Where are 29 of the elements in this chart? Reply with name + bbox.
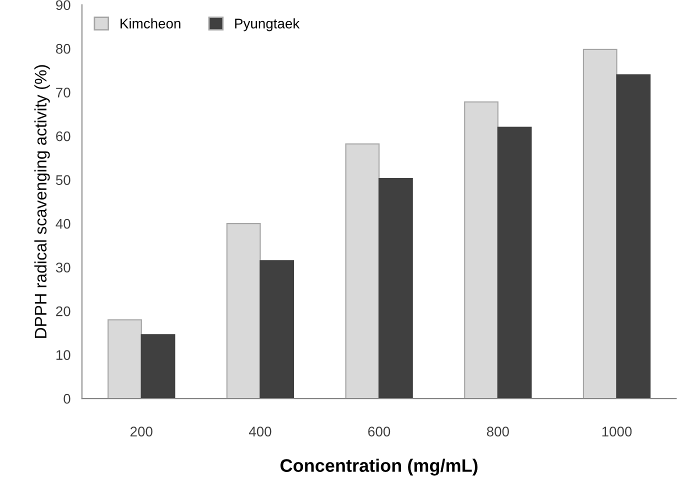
x-tick-label: 800 — [486, 426, 509, 436]
legend-label: Kimcheon — [120, 18, 180, 28]
x-axis-title: Concentration (mg/mL) — [280, 458, 478, 476]
x-tick-label: 400 — [248, 426, 272, 436]
bar — [140, 334, 176, 399]
y-tick-label: 50 — [56, 175, 70, 185]
bar — [260, 260, 294, 399]
bar — [226, 223, 261, 399]
bar — [108, 319, 142, 399]
y-tick-label: 60 — [56, 131, 70, 142]
bar — [497, 126, 532, 399]
y-axis-title: DPPH radical scavenging activity (%) — [34, 65, 50, 338]
y-tick-label: 40 — [56, 218, 70, 229]
y-tick-label: 30 — [56, 262, 70, 272]
bar — [378, 178, 413, 399]
bar — [345, 143, 380, 399]
y-tick-label: 0 — [64, 394, 70, 404]
bar — [582, 48, 618, 399]
bar — [464, 101, 498, 399]
y-tick-label: 10 — [56, 350, 70, 360]
y-tick-label: 20 — [56, 306, 70, 316]
bar — [616, 74, 651, 399]
legend-label: Pyungtaek — [235, 18, 300, 32]
y-tick-label: 70 — [56, 88, 70, 98]
x-tick-label: 1000 — [602, 426, 632, 436]
y-tick-label: 80 — [56, 44, 70, 54]
x-tick-label: 200 — [130, 426, 152, 436]
y-tick-label: 90 — [56, 0, 70, 10]
x-tick-label: 600 — [368, 426, 390, 436]
